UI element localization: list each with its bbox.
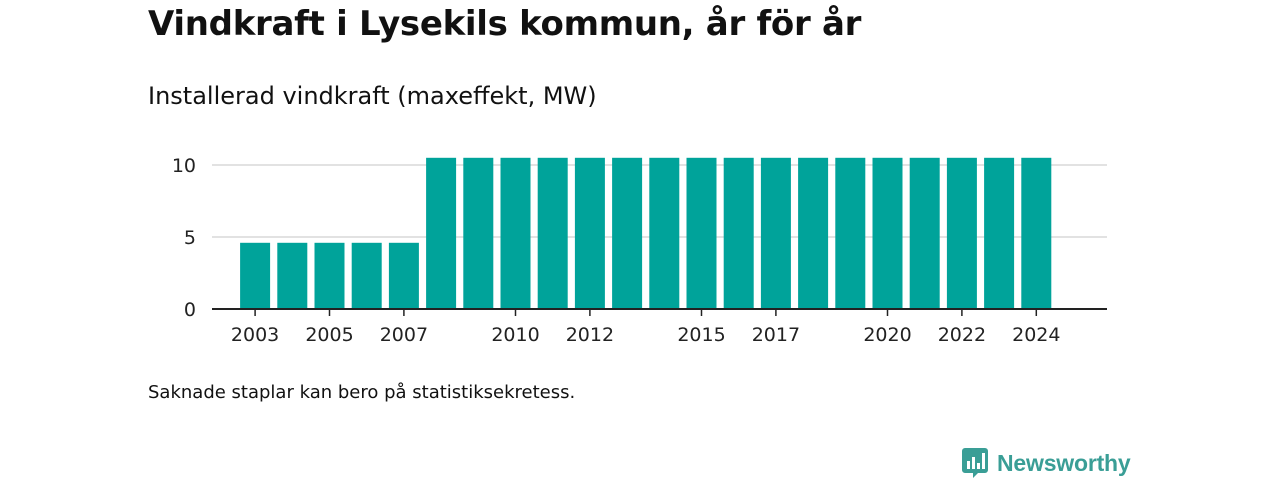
bar-2019 [835, 157, 866, 309]
x-tick-label: 2015 [677, 324, 725, 346]
bar-2010 [500, 157, 531, 309]
bar-2005 [314, 242, 345, 309]
y-axis: 0 5 10 [172, 155, 196, 321]
bar-2006 [351, 242, 382, 309]
brand-name: Newsworthy [997, 449, 1131, 476]
bar-2013 [612, 157, 643, 309]
y-tick-label: 10 [172, 155, 196, 177]
logo-bar-3 [977, 463, 980, 469]
bar-2003 [240, 242, 271, 309]
chart-subtitle: Installerad vindkraft (maxeffekt, MW) [148, 82, 597, 110]
y-tick-label: 0 [184, 299, 196, 321]
bar-2014 [649, 157, 680, 309]
bar-2017 [760, 157, 791, 309]
bar-2022 [946, 157, 977, 309]
logo-bar-1 [967, 461, 970, 469]
bar-2016 [723, 157, 754, 309]
bar-2007 [388, 242, 419, 309]
bar-2020 [872, 157, 903, 309]
footnote: Saknade staplar kan bero på statistiksek… [148, 382, 576, 403]
x-tick-label: 2022 [938, 324, 986, 346]
bar-2024 [1021, 157, 1052, 309]
bar-2023 [984, 157, 1015, 309]
bar-2015 [686, 157, 717, 309]
x-tick-label: 2005 [305, 324, 353, 346]
bar-2012 [574, 157, 605, 309]
x-axis: 2003 2005 2007 2010 2012 2015 2017 2020 2022 2024 [212, 308, 1107, 346]
x-tick-label: 2012 [566, 324, 614, 346]
x-tick-label: 2003 [231, 324, 279, 346]
bar-2008 [426, 157, 457, 309]
y-tick-label: 5 [184, 227, 196, 249]
chart-title: Vindkraft i Lysekils kommun, år för år [148, 4, 862, 44]
bar-chart: 2003 2005 2007 2010 2012 2015 2017 2020 2022 2024… [172, 155, 1107, 346]
logo-bar-4 [982, 453, 985, 469]
x-tick-label: 2024 [1012, 324, 1060, 346]
newsworthy-logo-icon [962, 448, 988, 478]
bar-2004 [277, 242, 308, 309]
x-tick-label: 2020 [863, 324, 911, 346]
bar-2009 [463, 157, 494, 309]
bar-2011 [537, 157, 568, 309]
bar-2018 [798, 157, 829, 309]
x-tick-label: 2017 [752, 324, 800, 346]
x-tick-label: 2010 [491, 324, 539, 346]
logo-bar-2 [972, 457, 975, 469]
bars [240, 157, 1052, 309]
x-tick-label: 2007 [380, 324, 428, 346]
brand-logo[interactable]: Newsworthy [962, 447, 1131, 479]
bar-2021 [909, 157, 940, 309]
